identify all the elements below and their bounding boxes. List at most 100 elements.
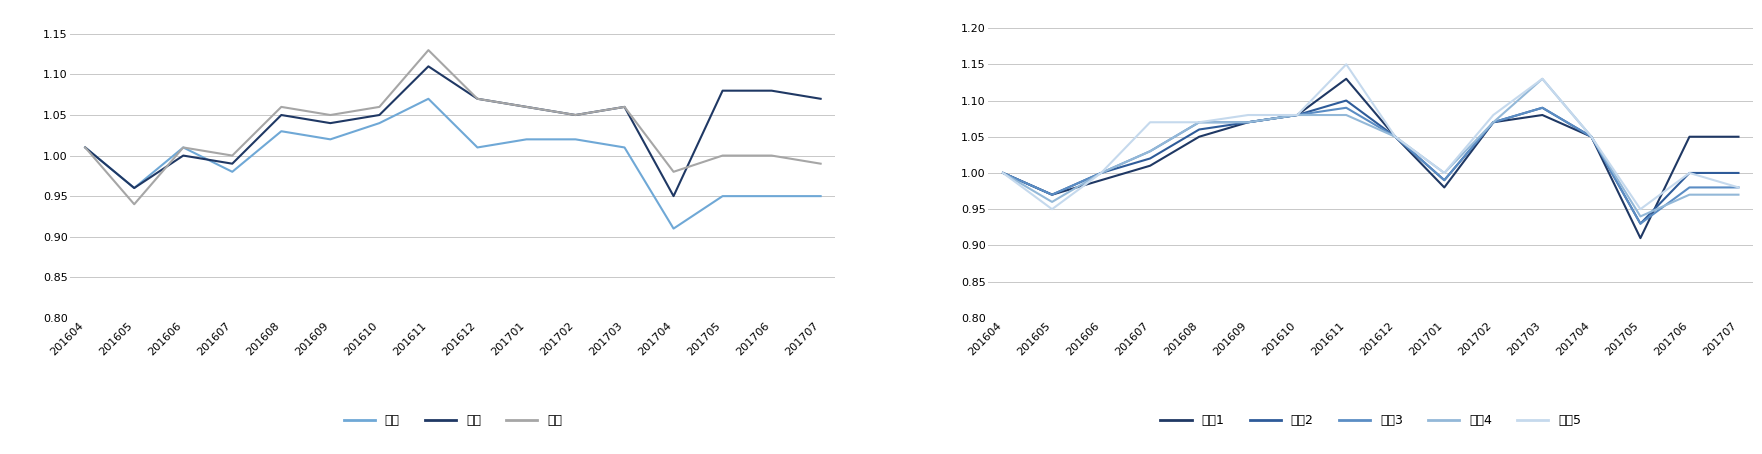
- Legend: 系列1, 系列2, 系列3, 系列4, 系列5: 系列1, 系列2, 系列3, 系列4, 系列5: [1156, 409, 1586, 432]
- 中性: [663, 193, 684, 199]
- Line: 空头: 空头: [85, 99, 821, 228]
- 系列1: [1041, 192, 1062, 197]
- 系列5: [1189, 119, 1210, 125]
- Line: 系列3: 系列3: [1003, 108, 1739, 224]
- 系列3: [1385, 134, 1406, 139]
- 系列3: [1336, 105, 1357, 110]
- 系列5: [1581, 134, 1602, 139]
- 系列5: [1679, 170, 1700, 176]
- 多头: [516, 104, 537, 109]
- 空头: [418, 96, 439, 102]
- 系列5: [1041, 207, 1062, 212]
- 系列2: [1531, 105, 1552, 110]
- Line: 系列4: 系列4: [1003, 79, 1739, 217]
- 系列5: [1531, 76, 1552, 82]
- 系列1: [992, 170, 1013, 176]
- 系列3: [1484, 119, 1505, 125]
- 多头: [712, 153, 733, 158]
- Line: 系列1: 系列1: [1003, 79, 1739, 238]
- 空头: [761, 193, 782, 199]
- 系列1: [1237, 119, 1258, 125]
- 空头: [811, 193, 832, 199]
- 系列2: [1286, 112, 1307, 118]
- 系列4: [1140, 148, 1161, 154]
- 空头: [173, 145, 194, 150]
- 系列5: [1484, 112, 1505, 118]
- Legend: 空头, 中性, 多头: 空头, 中性, 多头: [338, 409, 567, 432]
- 系列4: [992, 170, 1013, 176]
- Line: 系列5: 系列5: [1003, 64, 1739, 209]
- 多头: [123, 202, 144, 207]
- 系列2: [1729, 170, 1750, 176]
- 系列3: [1434, 178, 1455, 183]
- 系列3: [1729, 185, 1750, 190]
- 系列1: [1286, 112, 1307, 118]
- 空头: [663, 226, 684, 231]
- 系列4: [1434, 170, 1455, 176]
- 多头: [811, 161, 832, 167]
- 系列5: [1286, 112, 1307, 118]
- 空头: [271, 128, 292, 134]
- 系列1: [1189, 134, 1210, 139]
- 多头: [418, 47, 439, 53]
- 空头: [368, 120, 389, 126]
- 系列4: [1581, 134, 1602, 139]
- 系列3: [1041, 192, 1062, 197]
- 系列3: [1531, 105, 1552, 110]
- 系列4: [1385, 134, 1406, 139]
- 系列4: [1189, 119, 1210, 125]
- 中性: [271, 112, 292, 118]
- 中性: [566, 112, 587, 118]
- 中性: [319, 120, 340, 126]
- 系列4: [1531, 76, 1552, 82]
- 系列2: [1041, 192, 1062, 197]
- 空头: [516, 137, 537, 142]
- Line: 系列2: 系列2: [1003, 100, 1739, 224]
- 系列1: [1385, 134, 1406, 139]
- 系列2: [1091, 170, 1112, 176]
- 系列3: [1630, 221, 1651, 227]
- 系列2: [1336, 98, 1357, 103]
- 中性: [418, 64, 439, 69]
- 系列1: [1729, 134, 1750, 139]
- Line: 多头: 多头: [85, 50, 821, 204]
- 空头: [712, 193, 733, 199]
- 多头: [271, 104, 292, 109]
- 系列2: [1140, 156, 1161, 161]
- 多头: [566, 112, 587, 118]
- 系列3: [1679, 185, 1700, 190]
- 系列5: [992, 170, 1013, 176]
- 中性: [467, 96, 488, 102]
- 系列2: [1581, 134, 1602, 139]
- 中性: [712, 88, 733, 94]
- 空头: [123, 185, 144, 191]
- 中性: [761, 88, 782, 94]
- 系列2: [1434, 178, 1455, 183]
- 系列4: [1237, 119, 1258, 125]
- 系列5: [1091, 170, 1112, 176]
- 系列1: [1091, 178, 1112, 183]
- 系列5: [1729, 185, 1750, 190]
- 中性: [173, 153, 194, 158]
- 中性: [74, 145, 95, 150]
- 多头: [74, 145, 95, 150]
- 系列5: [1434, 170, 1455, 176]
- 系列5: [1336, 62, 1357, 67]
- 系列1: [1531, 112, 1552, 118]
- 系列2: [1189, 127, 1210, 132]
- 系列2: [1385, 134, 1406, 139]
- 中性: [516, 104, 537, 109]
- 多头: [613, 104, 634, 109]
- 多头: [173, 145, 194, 150]
- 空头: [319, 137, 340, 142]
- 系列2: [992, 170, 1013, 176]
- 多头: [467, 96, 488, 102]
- 多头: [663, 169, 684, 174]
- 空头: [467, 145, 488, 150]
- 系列5: [1140, 119, 1161, 125]
- 系列2: [1484, 119, 1505, 125]
- 系列4: [1336, 112, 1357, 118]
- 系列3: [992, 170, 1013, 176]
- 中性: [368, 112, 389, 118]
- 系列4: [1729, 192, 1750, 197]
